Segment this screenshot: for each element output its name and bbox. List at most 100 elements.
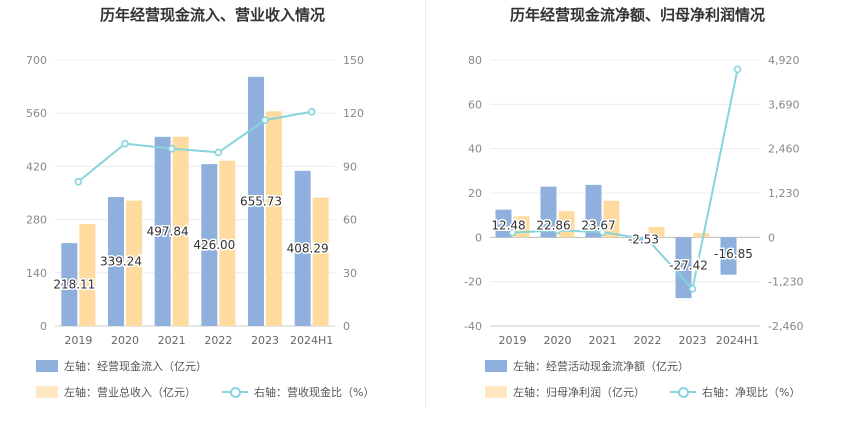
- data-label: -2.53: [628, 232, 659, 246]
- y-tick-label-left: -20: [464, 276, 482, 289]
- bar-primary: [495, 209, 512, 238]
- bar-primary: [61, 243, 78, 326]
- chart-title-right: 历年经营现金流净额、归母净利润情况: [509, 6, 765, 24]
- line-point: [688, 285, 697, 293]
- line-point: [261, 116, 269, 124]
- legend-swatch-orange: [36, 386, 58, 398]
- data-label: -27.42: [669, 259, 708, 273]
- legend-label: 右轴：营收现金比（%）: [254, 386, 375, 399]
- y-tick-label-right: 120: [343, 107, 364, 120]
- y-tick-label-right: 1,230: [768, 187, 800, 200]
- data-label: 408.29: [287, 241, 329, 255]
- line-point: [307, 107, 316, 116]
- bar-secondary: [266, 111, 282, 326]
- bar-primary: [540, 186, 557, 238]
- x-tick-label: 2024H1: [290, 334, 333, 347]
- y-tick-label-right: 3,690: [768, 98, 800, 111]
- data-label: 339.24: [100, 255, 142, 269]
- legend-label: 左轴：经营现金流入（亿元）: [64, 360, 207, 373]
- y-tick-label-left: 40: [468, 143, 482, 156]
- x-tick-label: 2019: [64, 334, 92, 347]
- y-tick-label-right: 4,920: [768, 54, 800, 67]
- data-label: -16.85: [714, 247, 753, 261]
- y-tick-label-left: 560: [26, 107, 47, 120]
- y-tick-label-left: 60: [468, 98, 482, 111]
- bar-secondary: [219, 160, 236, 326]
- panel-divider: [425, 0, 426, 408]
- line-point: [598, 228, 607, 236]
- x-tick-label: 2023: [679, 334, 707, 347]
- legend-item-right-bar2[interactable]: 左轴：归母净利润（亿元）: [485, 384, 645, 400]
- y-tick-label-left: 80: [468, 54, 482, 67]
- legend-item-right-bar1[interactable]: 左轴：经营活动现金流净额（亿元）: [485, 358, 689, 374]
- y-tick-label-right: 2,460: [768, 143, 800, 156]
- y-tick-label-right: 60: [343, 214, 357, 227]
- y-tick-label-right: 90: [343, 160, 357, 173]
- line-point: [121, 139, 129, 148]
- y-tick-label-left: 700: [26, 54, 47, 67]
- bar-primary: [154, 136, 171, 326]
- legend-label: 左轴：归母净利润（亿元）: [513, 386, 645, 399]
- x-tick-label: 2020: [111, 334, 139, 347]
- x-tick-label: 2022: [634, 334, 662, 347]
- x-tick-label: 2021: [589, 334, 617, 347]
- y-tick-label-left: 0: [40, 320, 47, 333]
- line-point: [214, 148, 223, 157]
- x-tick-label: 2023: [251, 334, 279, 347]
- legend-line-swatch: [670, 386, 696, 398]
- y-tick-label-left: 20: [468, 187, 482, 200]
- line-point: [553, 226, 562, 235]
- legend-label: 左轴：经营活动现金流净额（亿元）: [513, 360, 689, 373]
- data-label: 655.73: [240, 194, 282, 208]
- series-line: [77, 110, 312, 183]
- legend-item-left-bar1[interactable]: 左轴：经营现金流入（亿元）: [36, 358, 207, 374]
- chart-title-left: 历年经营现金流入、营业收入情况: [99, 6, 325, 24]
- bar-primary: [630, 237, 647, 243]
- y-tick-label-left: -40: [464, 320, 482, 333]
- series-line: [512, 69, 739, 292]
- bar-secondary: [126, 200, 142, 326]
- bar-primary: [108, 197, 124, 326]
- y-tick-label-left: 140: [26, 267, 47, 280]
- y-tick-label-right: -1,230: [768, 276, 803, 289]
- data-label: 426.00: [193, 238, 235, 252]
- legend-label: 左轴：营业总收入（亿元）: [64, 386, 196, 399]
- line-point: [733, 65, 742, 74]
- y-tick-label-right: 0: [768, 231, 775, 244]
- y-tick-label-left: 280: [26, 214, 47, 227]
- y-tick-label-right: 0: [343, 320, 350, 333]
- line-point: [508, 228, 517, 237]
- line-point: [74, 177, 83, 186]
- y-tick-label-right: -2,460: [768, 320, 803, 333]
- bar-primary: [248, 76, 264, 326]
- legend-swatch-blue: [36, 360, 58, 372]
- bar-secondary: [172, 136, 189, 326]
- x-tick-label: 2020: [544, 334, 572, 347]
- legend-line-swatch: [222, 386, 248, 398]
- legend-item-left-line[interactable]: 右轴：营收现金比（%）: [222, 384, 374, 400]
- x-tick-label: 2021: [158, 334, 186, 347]
- bar-primary: [294, 170, 311, 326]
- bar-secondary: [648, 226, 665, 238]
- data-label: 23.67: [581, 218, 615, 232]
- data-label: 12.48: [491, 218, 525, 232]
- bar-secondary: [79, 224, 96, 326]
- bar-primary: [720, 237, 737, 275]
- x-tick-label: 2022: [204, 334, 232, 347]
- bar-secondary: [312, 197, 329, 326]
- legend-swatch-orange: [485, 386, 507, 398]
- line-point: [167, 144, 176, 153]
- y-tick-label-right: 30: [343, 267, 357, 280]
- legend-item-left-bar2[interactable]: 左轴：营业总收入（亿元）: [36, 384, 196, 400]
- x-tick-label: 2024H1: [716, 334, 759, 347]
- bar-primary: [585, 184, 602, 238]
- legend-swatch-blue: [485, 360, 507, 372]
- bar-secondary: [603, 200, 620, 238]
- bar-secondary: [693, 233, 710, 238]
- bar-primary: [201, 164, 218, 326]
- data-label: 497.84: [147, 224, 189, 238]
- data-label: 218.11: [53, 278, 95, 292]
- y-tick-label-right: 150: [343, 54, 364, 67]
- x-tick-label: 2019: [499, 334, 527, 347]
- legend-item-right-line[interactable]: 右轴：净现比（%）: [670, 384, 800, 400]
